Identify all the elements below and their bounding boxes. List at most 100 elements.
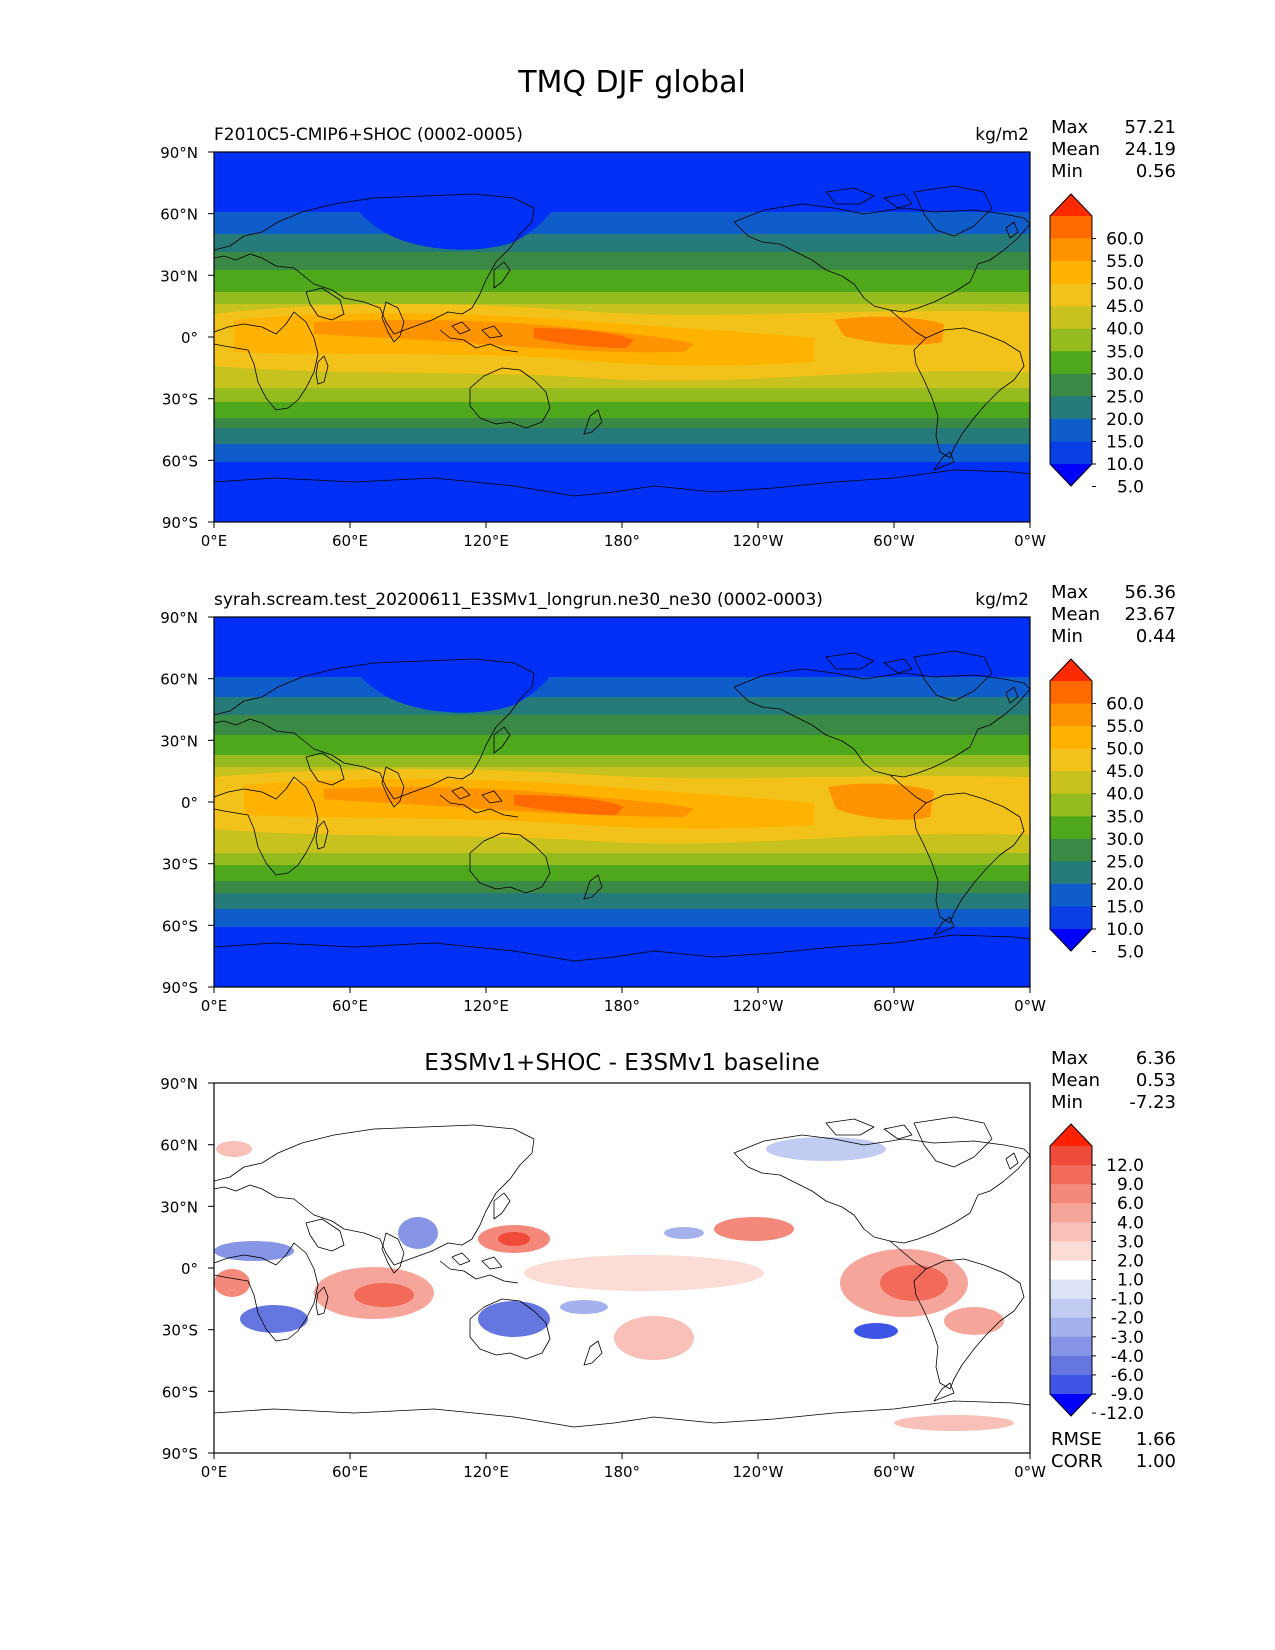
x-ticks-reference: 0°E 60°E 120°E 180° 120°W 60°W 0°W	[201, 987, 1046, 1015]
x-tick-label: 0°E	[201, 1463, 228, 1481]
colorbar-tick-label: 2.0	[1117, 1251, 1144, 1271]
y-tick-label: 90°S	[162, 1445, 198, 1463]
band-50b	[834, 316, 944, 345]
y-tick-label: 60°S	[162, 1383, 198, 1401]
band-50b	[828, 783, 934, 820]
positive-anomaly	[614, 1316, 694, 1360]
colorbar-tick-label: 40.0	[1106, 785, 1144, 805]
stat-value: 1.66	[1136, 1429, 1176, 1450]
colorbar-extend-max	[1050, 194, 1092, 216]
colorbar-segment	[1050, 861, 1092, 885]
x-tick-label: 180°	[604, 532, 640, 550]
stats-difference: Max 6.36 Mean 0.53 Min -7.23	[1051, 1048, 1176, 1113]
stat-value: 0.44	[1136, 626, 1176, 647]
colorbar-tick-label: 3.0	[1117, 1232, 1144, 1252]
positive-anomaly	[944, 1307, 1004, 1335]
colorbar-tick-label: 20.0	[1106, 410, 1144, 430]
positive-anomaly	[354, 1283, 414, 1307]
colorbar-tick-label: 10.0	[1106, 920, 1144, 940]
negative-anomaly	[214, 1241, 294, 1261]
x-tick-label: 60°E	[332, 1463, 368, 1481]
colorbar-segment	[1050, 351, 1092, 375]
colorbar-tick-label: 25.0	[1106, 852, 1144, 872]
x-tick-label: 120°W	[733, 532, 784, 550]
colorbar-segment	[1050, 238, 1092, 262]
stat-value: 6.36	[1136, 1048, 1176, 1069]
x-tick-label: 120°E	[463, 997, 509, 1015]
stat-value: -7.23	[1129, 1092, 1176, 1113]
colorbar-segment	[1050, 703, 1092, 727]
stat-label: Max	[1051, 117, 1089, 138]
colorbar-tick-label: 50.0	[1106, 275, 1144, 295]
y-ticks-model: 90°N 60°N 30°N 0° 30°S 60°S 90°S	[160, 144, 214, 532]
negative-anomaly	[854, 1323, 898, 1339]
colorbar-tick-label: 15.0	[1106, 432, 1144, 452]
colorbar-segment	[1050, 306, 1092, 330]
stats-reference: Max 56.36 Mean 23.67 Min 0.44	[1051, 582, 1176, 647]
colorbar-tick-label: 20.0	[1106, 875, 1144, 895]
x-ticks-difference: 0°E 60°E 120°E 180° 120°W 60°W 0°W	[201, 1453, 1046, 1481]
x-tick-label: 120°E	[463, 1463, 509, 1481]
y-tick-label: 90°S	[162, 514, 198, 532]
colorbar-tick-label: 30.0	[1106, 365, 1144, 385]
panel-reference: syrah.scream.test_20200611_E3SMv1_longru…	[160, 582, 1176, 1015]
x-tick-label: 0°W	[1014, 1463, 1046, 1481]
colorbar-tick-label: -1.0	[1111, 1290, 1144, 1310]
stat-value: 23.67	[1124, 604, 1176, 625]
colorbar-tick-label: 12.0	[1106, 1156, 1144, 1176]
map-model	[213, 151, 1031, 523]
stats-model: Max 57.21 Mean 24.19 Min 0.56	[1051, 117, 1176, 182]
colorbar-tick-label: 5.0	[1117, 478, 1144, 498]
colorbar-segment	[1050, 771, 1092, 795]
positive-anomaly	[714, 1217, 794, 1241]
colorbar-segment	[1050, 1203, 1092, 1223]
colorbar-segment	[1050, 1241, 1092, 1261]
negative-anomaly	[478, 1301, 550, 1337]
colorbar-tick-label: 45.0	[1106, 762, 1144, 782]
panel-left-title: F2010C5-CMIP6+SHOC (0002-0005)	[214, 125, 523, 145]
figure-title: TMQ DJF global	[517, 65, 746, 100]
x-tick-label: 60°W	[873, 1463, 915, 1481]
y-tick-label: 30°N	[160, 1198, 198, 1216]
positive-anomaly	[216, 1141, 252, 1157]
colorbar-segment	[1050, 1146, 1092, 1166]
y-tick-label: 60°S	[162, 452, 198, 470]
colorbar-tick-label: 5.0	[1117, 943, 1144, 963]
colorbar-segment	[1050, 793, 1092, 817]
colorbar-segment	[1050, 1260, 1092, 1281]
colorbar-tick-label: 40.0	[1106, 320, 1144, 340]
x-tick-label: 120°E	[463, 532, 509, 550]
stat-label: Mean	[1051, 139, 1100, 160]
panel-units: kg/m2	[975, 125, 1029, 145]
stat-label: Min	[1051, 1092, 1083, 1113]
colorbar-segment	[1050, 1317, 1092, 1338]
dry-region-asia	[349, 629, 558, 713]
colorbar-tick-label: -12.0	[1100, 1404, 1144, 1424]
stat-value: 0.53	[1136, 1070, 1176, 1091]
colorbar-tick-label: -2.0	[1111, 1309, 1144, 1329]
colorbar-tick-label: -3.0	[1111, 1328, 1144, 1348]
x-tick-label: 60°W	[873, 532, 915, 550]
colorbar-segment	[1050, 373, 1092, 397]
colorbar-segment	[1050, 441, 1092, 465]
stat-label: Min	[1051, 161, 1083, 182]
positive-anomaly	[498, 1232, 530, 1246]
stat-value: 56.36	[1124, 582, 1176, 603]
colorbar-tick-label: 60.0	[1106, 230, 1144, 250]
y-tick-label: 30°N	[160, 267, 198, 285]
panel-units: kg/m2	[975, 590, 1029, 610]
colorbar-tick-label: 9.0	[1117, 1175, 1144, 1195]
colorbar-segment	[1050, 883, 1092, 907]
y-tick-label: 90°N	[160, 609, 198, 627]
map-difference	[213, 1082, 1031, 1454]
positive-anomaly	[894, 1415, 1014, 1431]
colorbar-tick-label: 1.0	[1117, 1271, 1144, 1291]
colorbar-tick-label: 35.0	[1106, 342, 1144, 362]
map-reference	[213, 616, 1031, 988]
colorbar-tick-label: -9.0	[1111, 1385, 1144, 1405]
negative-anomaly	[560, 1300, 608, 1314]
x-tick-label: 0°E	[201, 532, 228, 550]
y-tick-label: 0°	[181, 794, 198, 812]
y-tick-label: 60°S	[162, 917, 198, 935]
colorbar-segment	[1050, 681, 1092, 705]
